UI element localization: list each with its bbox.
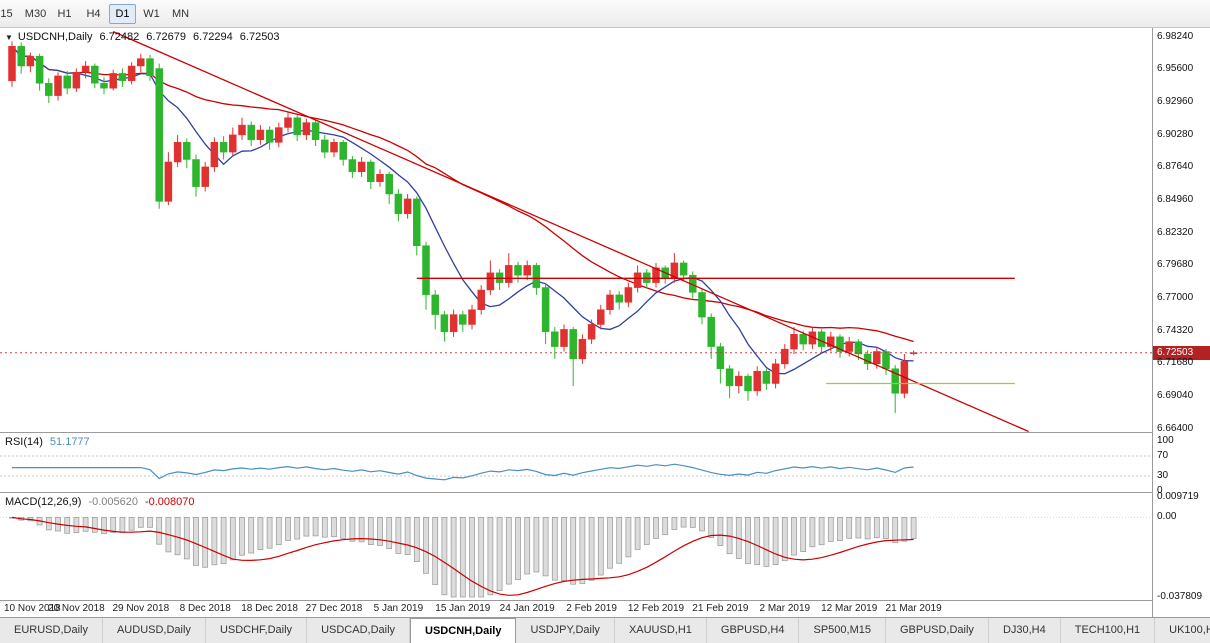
rsi-axis-label: 100	[1157, 434, 1174, 446]
candles-group	[8, 41, 918, 413]
ma-slow-line	[11, 45, 914, 343]
timeframe-button-15[interactable]: 15	[0, 7, 13, 20]
tab-dj30-h4[interactable]: DJ30,H4	[989, 618, 1061, 643]
tab-audusd-daily[interactable]: AUDUSD,Daily	[103, 618, 206, 643]
chart-tabs-bar: EURUSD,Daily AUDUSD,Daily USDCHF,Daily USDC…	[0, 617, 1210, 643]
timeframe-toolbar: 15 M30 H1 H4 D1 W1 MN	[0, 0, 1210, 28]
expand-arrow-icon[interactable]: ▼	[5, 32, 13, 42]
date-label: 5 Jan 2019	[373, 603, 424, 614]
tab-usdcnh-daily[interactable]: USDCNH,Daily	[410, 618, 517, 643]
tab-tech100-h1[interactable]: TECH100,H1	[1061, 618, 1156, 643]
date-label: 20 Nov 2018	[48, 603, 105, 614]
tab-uk100-h1[interactable]: UK100,H1	[1155, 618, 1210, 643]
candlestick-chart[interactable]	[0, 28, 1152, 432]
date-label: 29 Nov 2018	[112, 603, 170, 614]
date-label: 18 Dec 2018	[241, 603, 298, 614]
date-label: 8 Dec 2018	[179, 603, 231, 614]
chart-low-value: 6.72294	[193, 31, 233, 43]
macd-title: MACD(12,26,9) -0.005620 -0.008070	[5, 496, 195, 508]
price-axis-label: 6.87640	[1157, 161, 1194, 173]
date-label: 12 Feb 2019	[627, 603, 685, 614]
macd-indicator-panel[interactable]: MACD(12,26,9) -0.005620 -0.008070	[0, 492, 1152, 600]
rsi-line	[12, 463, 914, 481]
tab-sp500-m15[interactable]: SP500,M15	[799, 618, 886, 643]
date-label: 2 Feb 2019	[566, 603, 617, 614]
date-label: 12 Mar 2019	[821, 603, 878, 614]
price-axis-label: 6.71680	[1157, 357, 1194, 369]
macd-chart[interactable]	[0, 493, 1152, 600]
main-chart-panel[interactable]: ▼ USDCNH,Daily 6.72482 6.72679 6.72294 6…	[0, 28, 1152, 432]
tab-gbpusd-h4[interactable]: GBPUSD,H4	[707, 618, 800, 643]
price-axis-label: 6.69040	[1157, 389, 1194, 401]
price-axis-label: 6.74320	[1157, 324, 1194, 336]
macd-axis-label: -0.037809	[1157, 590, 1203, 602]
timeframe-button-mn[interactable]: MN	[171, 7, 190, 20]
timeframe-button-d1[interactable]: D1	[109, 3, 136, 24]
macd-signal-line	[11, 516, 914, 596]
macd-axis-label: 0.00	[1157, 510, 1177, 522]
tab-xauusd-h1[interactable]: XAUUSD,H1	[615, 618, 707, 643]
rsi-title: RSI(14) 51.1777	[5, 436, 90, 448]
date-label: 21 Feb 2019	[692, 603, 749, 614]
date-label: 24 Jan 2019	[499, 603, 555, 614]
timeframe-button-w1[interactable]: W1	[143, 7, 160, 20]
tab-usdcad-daily[interactable]: USDCAD,Daily	[307, 618, 411, 643]
macd-axis-label: 0.009719	[1157, 490, 1199, 502]
price-axis-label: 6.82320	[1157, 226, 1194, 238]
rsi-chart[interactable]	[0, 433, 1152, 492]
time-axis[interactable]: 10 Nov 2018 20 Nov 2018 29 Nov 2018 8 Dec 2…	[0, 600, 1152, 617]
descending-trendline[interactable]	[112, 31, 1029, 432]
chart-title: ▼ USDCNH,Daily 6.72482 6.72679 6.72294 6…	[5, 31, 280, 43]
rsi-indicator-panel[interactable]: RSI(14) 51.1777	[0, 432, 1152, 492]
bid-price-badge: 6.72503	[1153, 345, 1210, 360]
tab-eurusd-daily[interactable]: EURUSD,Daily	[0, 618, 103, 643]
price-axis-label: 6.66400	[1157, 422, 1194, 434]
price-axis-label: 6.98240	[1157, 30, 1194, 42]
tab-usdjpy-daily[interactable]: USDJPY,Daily	[516, 618, 615, 643]
price-axis[interactable]: 6.72503 6.98240 6.95600 6.92960 6.90280 6.87…	[1152, 28, 1210, 617]
price-axis-label: 6.77000	[1157, 291, 1194, 303]
price-axis-label: 6.84960	[1157, 193, 1194, 205]
price-axis-label: 6.92960	[1157, 95, 1194, 107]
chart-symbol-label: USDCNH,Daily	[17, 31, 93, 43]
date-label: 27 Dec 2018	[305, 603, 363, 614]
date-label: 10 Nov 2018	[4, 603, 61, 614]
price-axis-label: 6.95600	[1157, 63, 1194, 75]
rsi-name-label: RSI(14)	[5, 436, 43, 448]
chart-open-value: 6.72482	[99, 31, 140, 43]
timeframe-button-h4[interactable]: H4	[86, 7, 101, 20]
date-label: 2 Mar 2019	[759, 603, 811, 614]
rsi-value: 51.1777	[49, 436, 90, 448]
date-label: 15 Jan 2019	[435, 603, 491, 614]
price-axis-label: 6.79680	[1157, 259, 1194, 271]
tab-gbpusd-daily[interactable]: GBPUSD,Daily	[886, 618, 989, 643]
rsi-axis-label: 70	[1157, 449, 1169, 461]
tab-usdchf-daily[interactable]: USDCHF,Daily	[206, 618, 308, 643]
timeframe-button-m30[interactable]: M30	[24, 7, 47, 20]
chart-close-value: 6.72503	[239, 31, 280, 43]
chart-high-value: 6.72679	[146, 31, 187, 43]
macd-signal-value: -0.008070	[144, 496, 195, 508]
timeframe-button-h1[interactable]: H1	[57, 7, 72, 20]
macd-main-value: -0.005620	[88, 496, 138, 508]
macd-histogram	[9, 517, 917, 598]
bid-price-value: 6.72503	[1157, 346, 1194, 358]
price-axis-label: 6.90280	[1157, 128, 1194, 140]
rsi-axis-label: 30	[1157, 469, 1169, 481]
macd-name-label: MACD(12,26,9)	[5, 496, 82, 508]
date-label: 21 Mar 2019	[885, 603, 942, 614]
rsi-axis-label: 0	[1157, 484, 1163, 496]
